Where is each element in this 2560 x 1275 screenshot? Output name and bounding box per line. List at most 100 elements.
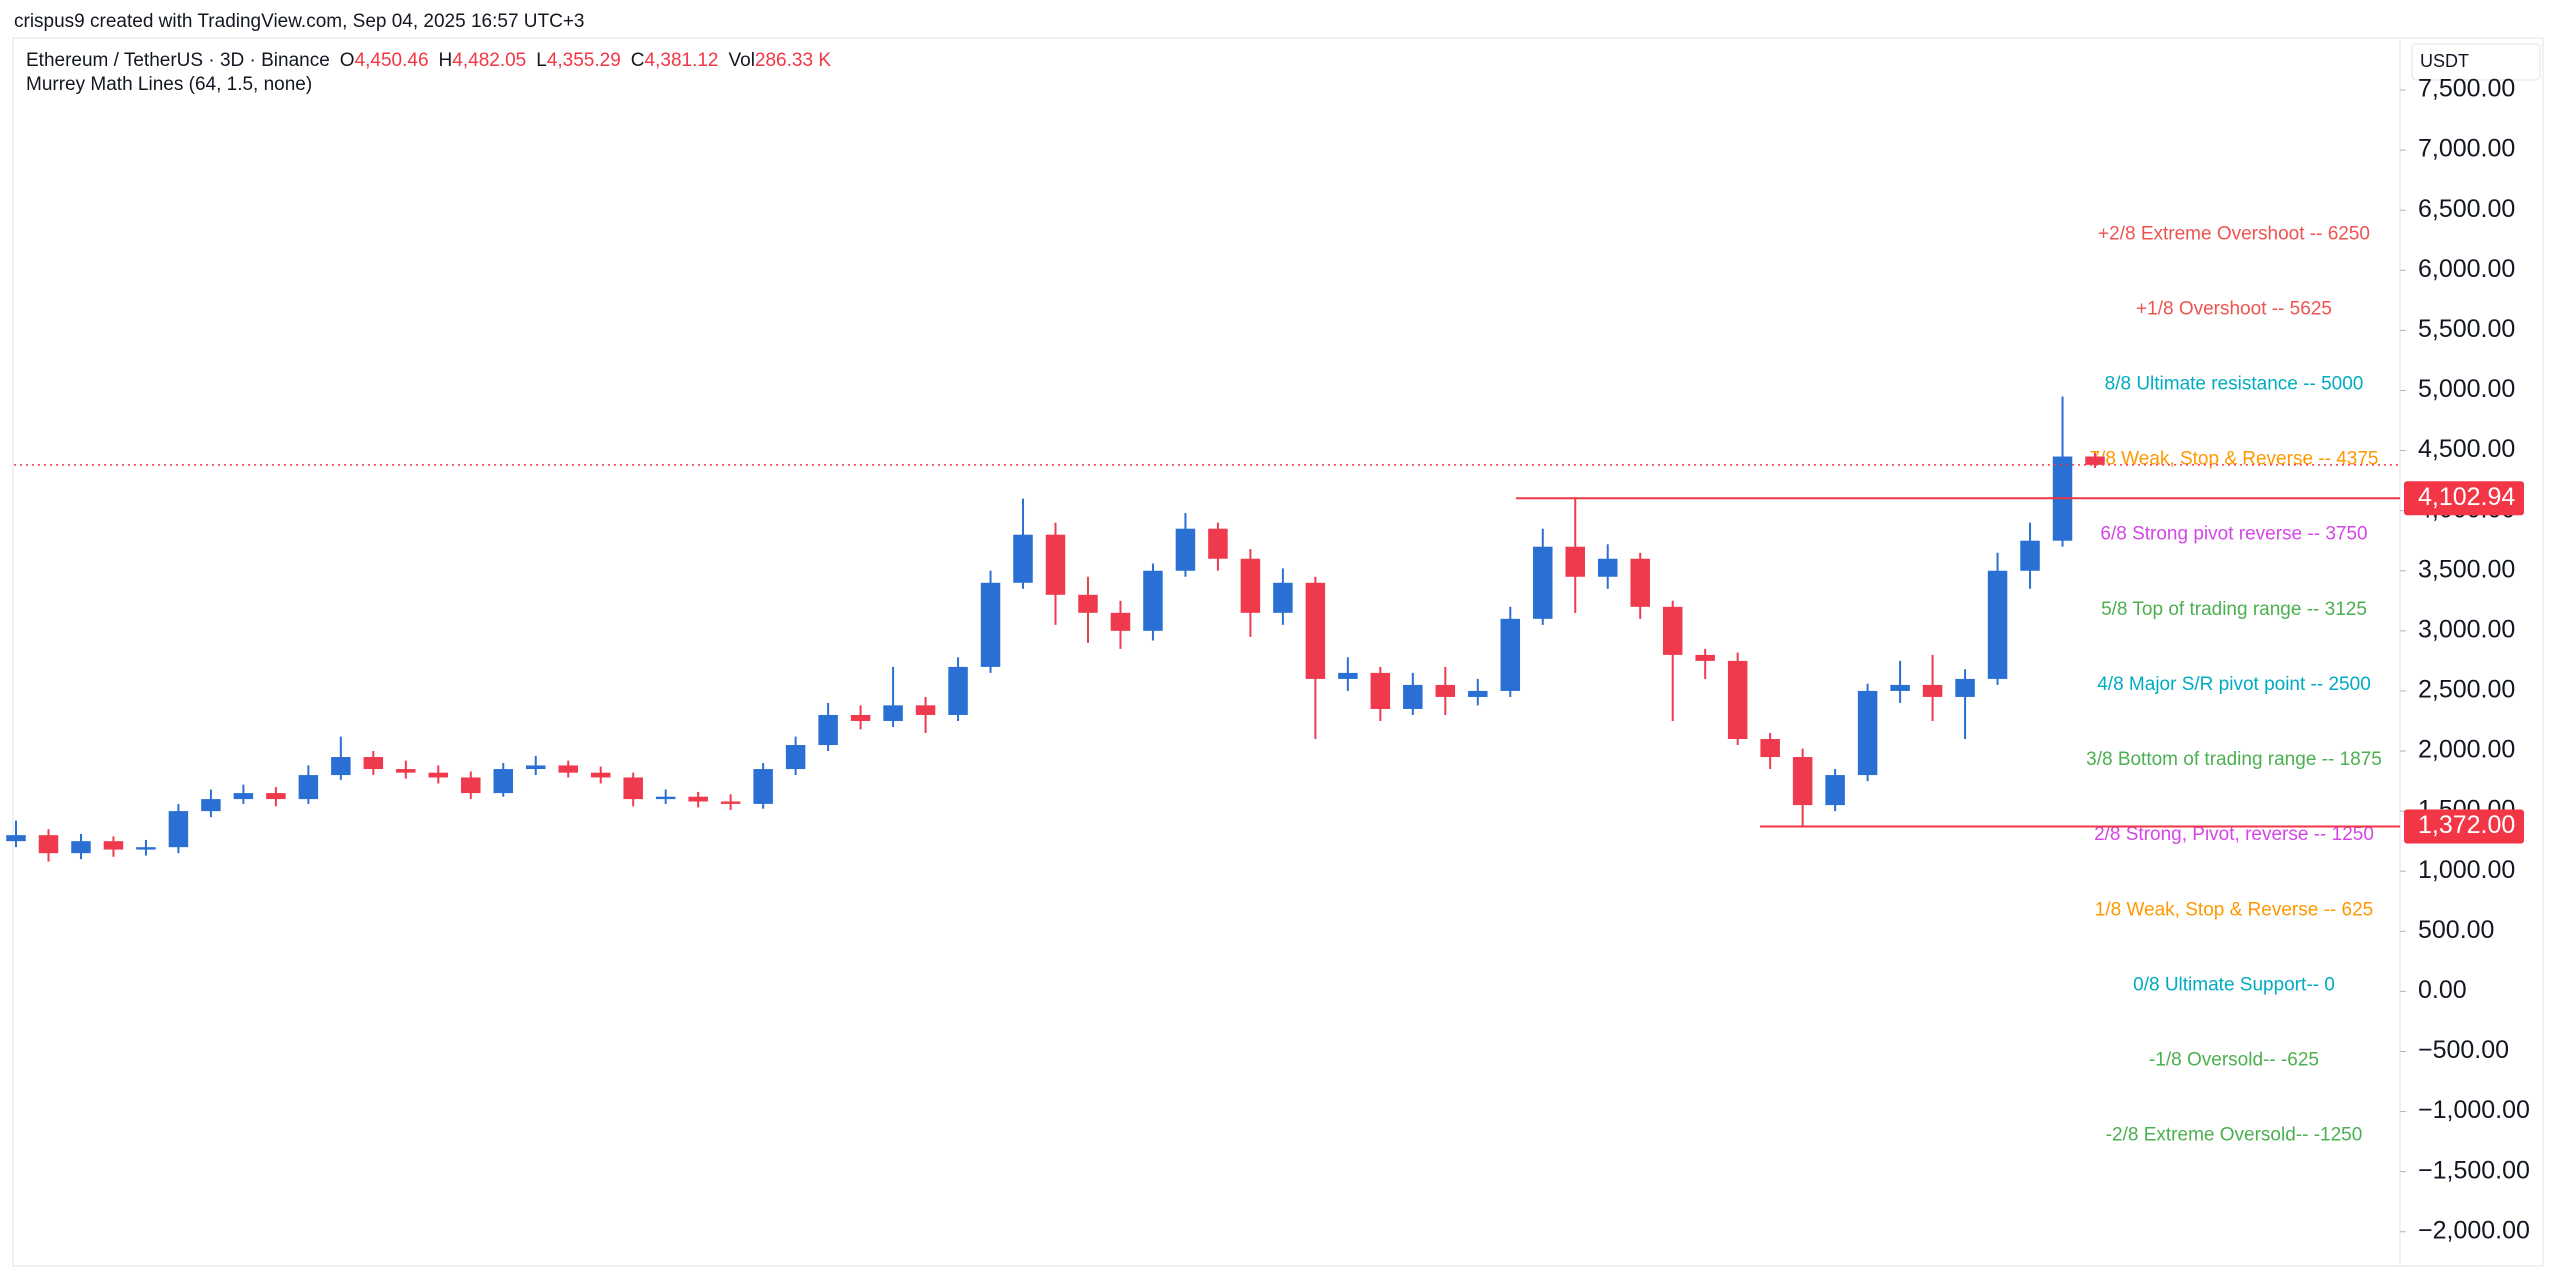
y-tick-label: 2,000.00 (2418, 736, 2515, 764)
candle-body (720, 801, 741, 804)
candle-body (1825, 775, 1845, 806)
murrey-label: 5/8 Top of trading range -- 3125 (2101, 599, 2367, 620)
candle-body (688, 796, 708, 802)
candle-body (1403, 684, 1423, 709)
candle-body (1987, 570, 2008, 679)
symbol: Ethereum / TetherUS · 3D · Binance (26, 50, 330, 71)
candle-body (201, 799, 221, 812)
candle-body (1143, 570, 1163, 631)
candle-body (71, 841, 91, 854)
candle-body (136, 847, 156, 850)
candle-body (1500, 618, 1521, 691)
y-tick-label: 0.00 (2418, 976, 2467, 1004)
candle-body (1760, 739, 1780, 758)
candle-body (1792, 757, 1813, 806)
price-label-box (2404, 481, 2524, 516)
y-tick-label: 500.00 (2418, 916, 2494, 944)
murrey-label: 4/8 Major S/R pivot point -- 2500 (2097, 674, 2371, 695)
candle-body (915, 705, 936, 715)
currency: USDT (2420, 51, 2469, 71)
candle-body (298, 775, 319, 800)
candle-body (623, 777, 643, 800)
candle-body (818, 714, 838, 746)
candle-body (1078, 594, 1098, 613)
y-tick-label: 3,500.00 (2418, 555, 2515, 583)
symbol-row: Ethereum / TetherUS · 3D · Binance O4,450… (26, 50, 831, 71)
y-tick-label: 5,000.00 (2418, 375, 2515, 403)
ohlc-key: Vol (729, 50, 755, 71)
y-tick-label: −1,000.00 (2418, 1096, 2530, 1124)
y-tick-label: 6,500.00 (2418, 195, 2515, 223)
chart-frame (12, 37, 2544, 1267)
ohlc-key: O (340, 50, 355, 71)
candle-body (1338, 672, 1358, 679)
y-tick-label: 7,500.00 (2418, 75, 2515, 103)
y-tick-label: −500.00 (2418, 1036, 2509, 1064)
murrey-label: 2/8 Strong, Pivot, reverse -- 1250 (2094, 824, 2374, 845)
candle-body (883, 705, 903, 721)
ohlc-key: C (631, 50, 645, 71)
y-tick-label: 7,000.00 (2418, 135, 2515, 163)
candle-body (980, 582, 1001, 667)
price-label: 4,102.94 (2418, 483, 2515, 511)
candle-body (948, 666, 968, 715)
murrey-label: -2/8 Extreme Oversold-- -1250 (2106, 1125, 2363, 1146)
candle-body (1662, 606, 1683, 655)
currency-box (2411, 43, 2541, 81)
y-tick-label: −1,500.00 (2418, 1156, 2530, 1184)
candle-body (1273, 582, 1293, 613)
candle-body (1727, 660, 1748, 740)
y-tick-label: 5,500.00 (2418, 315, 2515, 343)
murrey-label: +1/8 Overshoot -- 5625 (2136, 298, 2332, 319)
candle-body (493, 769, 514, 794)
candle-body (1890, 684, 1910, 691)
indicator: Murrey Math Lines (64, 1.5, none) (26, 74, 312, 95)
candle-body (1597, 558, 1618, 577)
y-tick-label: 1,000.00 (2418, 856, 2515, 884)
candle-body (38, 835, 59, 854)
ohlc-key: L (536, 50, 547, 71)
candle-body (558, 765, 578, 773)
candle-body (1630, 558, 1650, 607)
ohlc-value: 4,355.29 (547, 50, 621, 71)
candle-body (1565, 546, 1585, 577)
y-tick-label: 2,500.00 (2418, 676, 2515, 704)
murrey-label: 3/8 Bottom of trading range -- 1875 (2086, 749, 2382, 770)
y-tick-label: −2,000.00 (2418, 1216, 2530, 1244)
candle-body (168, 811, 189, 848)
candle-body (6, 835, 26, 842)
murrey-label: 1/8 Weak, Stop & Reverse -- 625 (2095, 899, 2373, 920)
candle-body (363, 757, 384, 770)
murrey-label: 8/8 Ultimate resistance -- 5000 (2105, 374, 2364, 395)
candle-body (266, 793, 286, 800)
candle-body (331, 757, 351, 776)
ohlc-value: 4,450.46 (355, 50, 429, 71)
candle-body (753, 769, 773, 804)
murrey-label: 6/8 Strong pivot reverse -- 3750 (2100, 524, 2367, 545)
candle-body (785, 745, 806, 770)
ohlc-key: H (439, 50, 453, 71)
candle-body (396, 769, 416, 773)
candle-body (1468, 690, 1488, 697)
candle-body (1305, 582, 1326, 679)
candle-body (461, 777, 481, 794)
candle-body (850, 714, 871, 721)
y-tick-label: 4,500.00 (2418, 435, 2515, 463)
candle-body (1955, 678, 1975, 697)
candle-body (1208, 528, 1228, 559)
candle-body (526, 765, 546, 770)
credit: crispus9 created with TradingView.com, S… (14, 11, 585, 32)
price-label: 1,372.00 (2418, 811, 2515, 839)
candle-body (233, 793, 254, 800)
candle-body (2020, 540, 2040, 571)
candle-body (1240, 558, 1261, 613)
candle-body (590, 772, 611, 778)
price-label-box (2404, 809, 2524, 844)
y-tick-label: 3,000.00 (2418, 615, 2515, 643)
candle-body (655, 796, 676, 800)
murrey-label: -1/8 Oversold-- -625 (2149, 1050, 2319, 1071)
candle-body (1533, 546, 1553, 619)
candle-body (1175, 528, 1196, 571)
